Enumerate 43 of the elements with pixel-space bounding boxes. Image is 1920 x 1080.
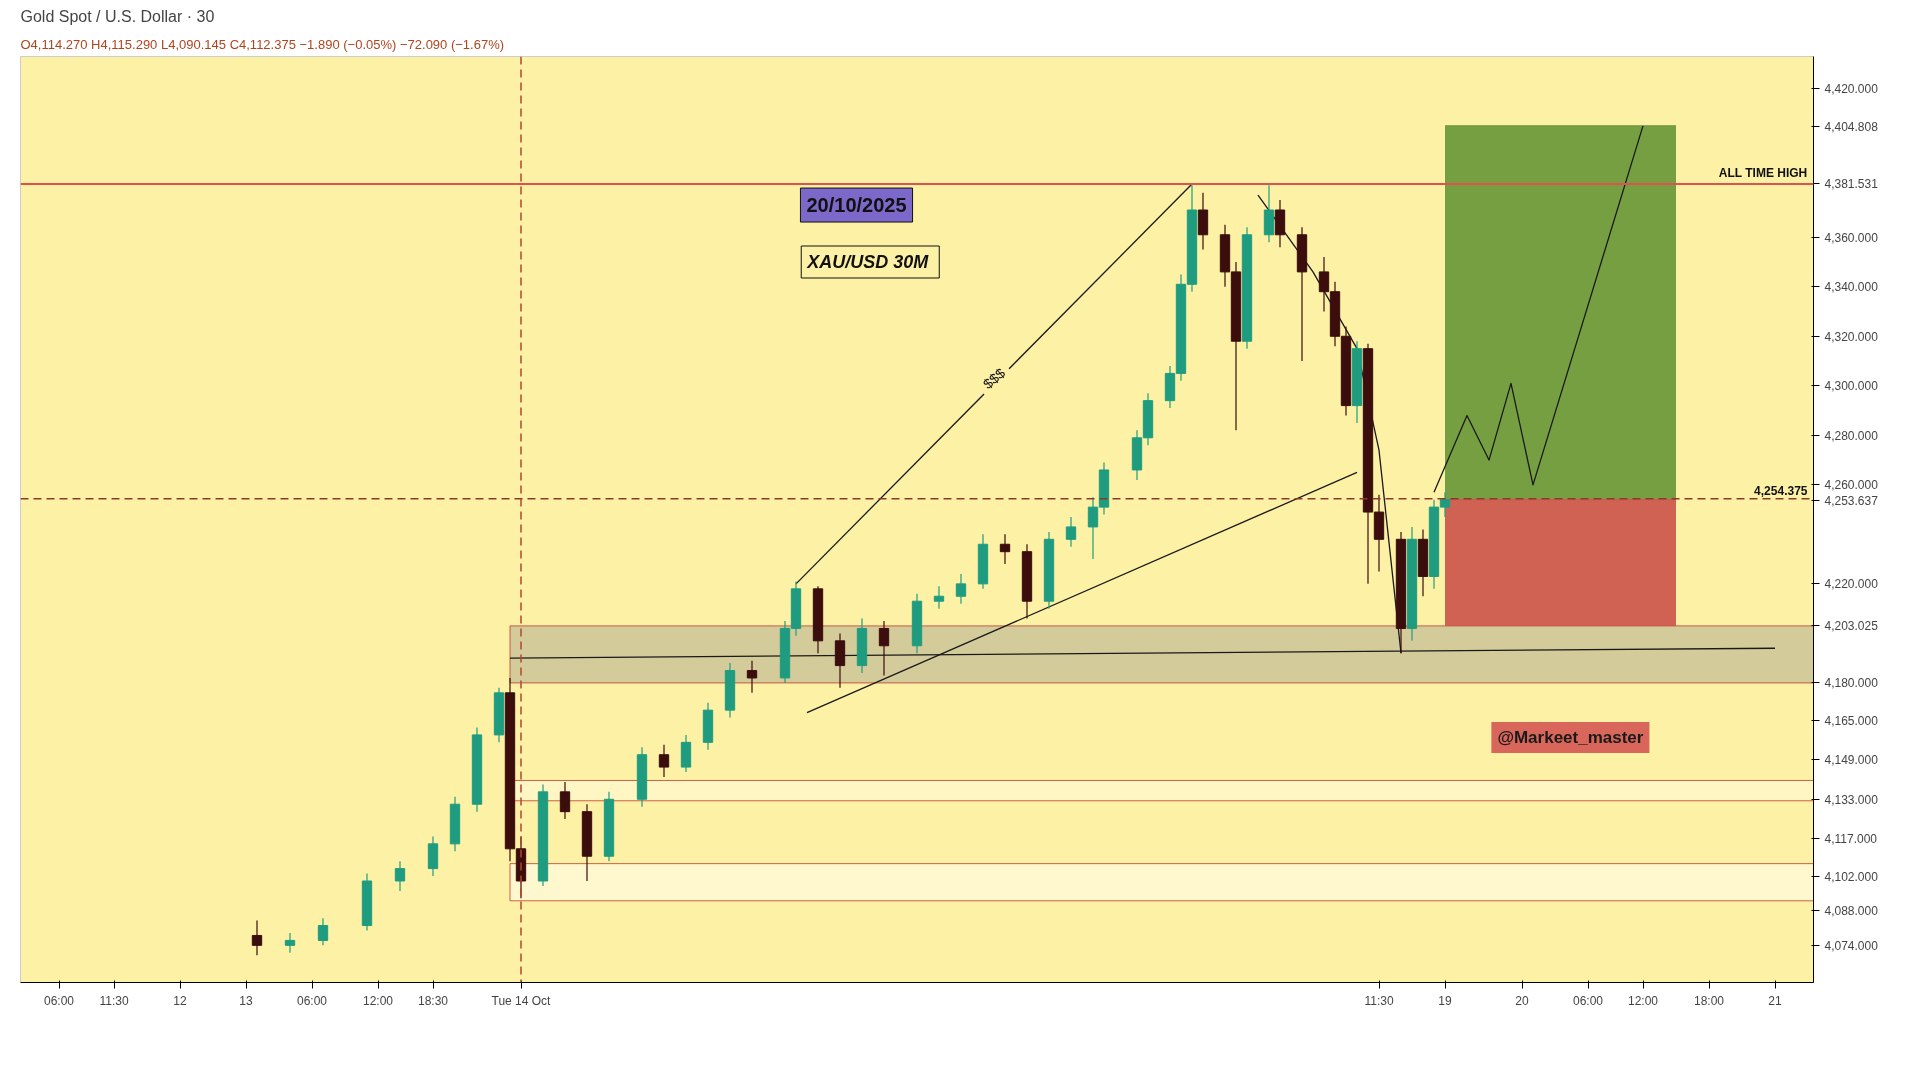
- y-tick-label: 4,381.531: [1824, 177, 1879, 192]
- y-tick-label: 4,220.000: [1824, 577, 1879, 592]
- y-tick-label: 4,280.000: [1824, 428, 1879, 443]
- x-tick-label: 12:00: [1627, 993, 1659, 1008]
- x-tick-label: 21: [1768, 993, 1782, 1008]
- x-tick-label: 19: [1438, 993, 1452, 1008]
- y-tick-label: 4,300.000: [1824, 379, 1879, 394]
- x-tick-label: 06:00: [296, 993, 328, 1008]
- x-tick-label: 13: [239, 993, 253, 1008]
- chart-subtitle: O4,114.270 H4,115.290 L4,090.145 C4,112.375 −1.890 (−0.05%) −72.090 (−1.67%): [20, 36, 505, 52]
- x-tick-label: 06:00: [1572, 993, 1604, 1008]
- y-tick-label: 4,260.000: [1824, 478, 1879, 493]
- y-tick-label: 4,149.000: [1824, 753, 1879, 768]
- x-tick-label: 11:30: [1364, 993, 1394, 1008]
- y-tick-label: 4,117.000: [1824, 832, 1878, 847]
- y-tick-label: 4,088.000: [1824, 904, 1879, 919]
- annotation: $$$: [979, 364, 1009, 393]
- x-tick-label: 20: [1515, 993, 1529, 1008]
- annotation: XAU/USD 30M: [806, 252, 930, 272]
- ref-line-label: 4,254.375: [1754, 483, 1808, 498]
- y-tick-label: 4,133.000: [1824, 792, 1879, 807]
- y-tick-label: 4,180.000: [1824, 676, 1879, 691]
- y-tick-label: 4,074.000: [1824, 938, 1879, 953]
- annotation: 20/10/2025: [806, 194, 907, 217]
- x-tick-label: 06:00: [43, 993, 75, 1008]
- y-tick-label: 4,360.000: [1824, 230, 1879, 245]
- y-tick-label: 4,404.808: [1824, 119, 1879, 134]
- y-tick-label: 4,420.000: [1824, 82, 1879, 97]
- y-tick-label: 4,203.025: [1824, 619, 1879, 634]
- x-tick-label: 12: [173, 993, 187, 1008]
- y-tick-label: 4,340.000: [1824, 280, 1879, 295]
- annotation: @Markeet_master: [1497, 727, 1644, 747]
- y-tick-label: 4,320.000: [1824, 329, 1879, 344]
- y-tick-label: 4,253.637: [1824, 494, 1879, 509]
- x-tick-label: 18:00: [1693, 993, 1725, 1008]
- y-tick-label: 4,165.000: [1824, 713, 1879, 728]
- x-tick-label: Tue 14 Oct: [491, 993, 552, 1008]
- x-tick-label: 11:30: [99, 993, 129, 1008]
- x-tick-label: 18:30: [417, 993, 449, 1008]
- y-tick-label: 4,102.000: [1824, 869, 1879, 884]
- x-tick-label: 12:00: [362, 993, 394, 1008]
- chart-title: Gold Spot / U.S. Dollar · 30: [20, 7, 215, 25]
- ref-line-label: ALL TIME HIGH: [1718, 165, 1808, 180]
